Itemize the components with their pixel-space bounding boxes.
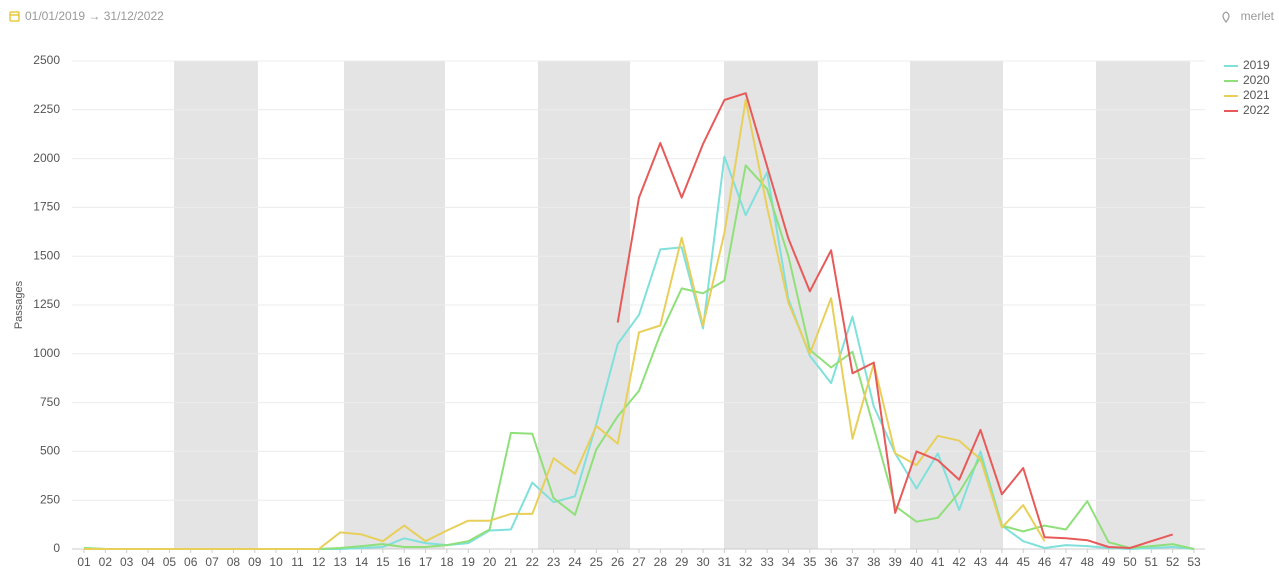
y-tick-label: 1500 [33,248,60,262]
legend-label: 2022 [1243,103,1270,117]
pin-icon [1222,11,1230,23]
x-tick-label: 13 [333,555,347,569]
x-tick-label: 49 [1102,555,1116,569]
x-tick-label: 11 [291,555,304,569]
y-axis-label: Passages [13,280,25,329]
legend-label: 2019 [1243,58,1270,72]
location[interactable]: merlet [1241,9,1275,23]
x-tick-label: 19 [462,555,476,569]
y-tick-label: 2500 [33,53,60,67]
x-tick-label: 22 [526,555,540,569]
x-tick-label: 09 [248,555,262,569]
x-tick-label: 12 [312,555,326,569]
x-tick-label: 03 [120,555,134,569]
legend-label: 2020 [1243,73,1270,87]
y-tick-label: 250 [40,492,60,506]
legend-label: 2021 [1243,88,1270,102]
x-tick-label: 08 [227,555,241,569]
x-tick-label: 43 [974,555,988,569]
x-tick-label: 16 [398,555,412,569]
x-tick-label: 18 [440,555,454,569]
x-tick-label: 35 [803,555,817,569]
x-tick-label: 37 [846,555,860,569]
x-tick-label: 24 [568,555,582,569]
x-tick-label: 41 [931,555,945,569]
x-tick-label: 31 [718,555,732,569]
y-tick-label: 500 [40,444,60,458]
x-tick-label: 39 [888,555,902,569]
x-tick-label: 40 [910,555,924,569]
x-tick-label: 29 [675,555,689,569]
x-tick-label: 34 [782,555,796,569]
date-range[interactable]: 01/01/2019 → 31/12/2022 [25,9,164,23]
x-tick-label: 48 [1081,555,1095,569]
y-tick-label: 1750 [33,200,60,214]
x-tick-label: 32 [739,555,753,569]
x-tick-label: 30 [696,555,710,569]
x-tick-label: 21 [504,555,518,569]
x-tick-label: 07 [205,555,219,569]
y-tick-label: 750 [40,395,60,409]
x-tick-label: 52 [1166,555,1180,569]
x-tick-label: 14 [355,555,369,569]
x-tick-label: 50 [1123,555,1137,569]
x-tick-label: 26 [611,555,625,569]
y-tick-label: 2250 [33,102,60,116]
x-tick-label: 01 [77,555,91,569]
y-tick-label: 0 [53,541,60,555]
series-line [616,92,1174,549]
x-tick-label: 33 [760,555,774,569]
x-tick-label: 42 [953,555,967,569]
x-tick-label: 15 [376,555,390,569]
x-tick-label: 28 [654,555,668,569]
x-tick-label: 47 [1059,555,1073,569]
y-tick-label: 1250 [33,297,60,311]
x-tick-label: 25 [590,555,604,569]
x-tick-label: 51 [1145,555,1159,569]
x-tick-label: 36 [824,555,838,569]
x-tick-label: 27 [632,555,646,569]
x-tick-label: 38 [867,555,881,569]
y-tick-label: 2000 [33,151,60,165]
x-tick-label: 23 [547,555,561,569]
x-tick-label: 44 [995,555,1009,569]
x-tick-label: 45 [1017,555,1031,569]
x-tick-label: 05 [163,555,177,569]
x-tick-label: 20 [483,555,497,569]
x-tick-label: 46 [1038,555,1052,569]
calendar-icon [9,11,20,22]
x-tick-label: 04 [141,555,155,569]
x-tick-label: 06 [184,555,198,569]
y-tick-label: 1000 [33,346,60,360]
x-tick-label: 10 [269,555,283,569]
x-tick-label: 02 [99,555,113,569]
x-tick-label: 53 [1187,555,1201,569]
series-line [84,99,1046,550]
x-tick-label: 17 [419,555,433,569]
